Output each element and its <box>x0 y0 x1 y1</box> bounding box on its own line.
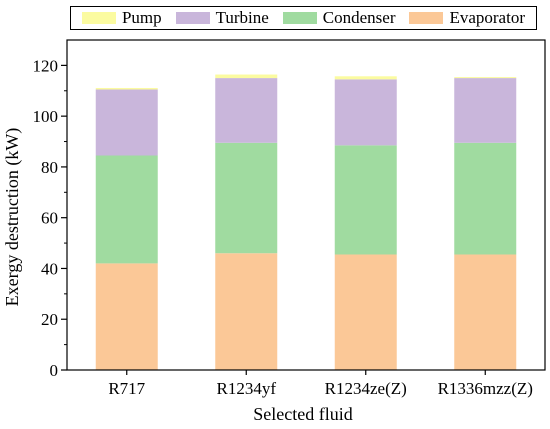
bar-evaporator-1 <box>215 253 278 370</box>
legend-swatch <box>409 12 444 24</box>
bar-pump-2 <box>334 76 397 80</box>
bar-turbine-0 <box>95 89 158 156</box>
bar-condenser-2 <box>334 145 397 255</box>
y-tick-label: 0 <box>50 361 59 380</box>
y-tick-label: 20 <box>41 310 58 329</box>
axes-group: 0 20 40 60 80 100 120 R717 R1234yf R1234ze(Z) R133… <box>33 39 546 398</box>
bar-condenser-1 <box>215 142 278 254</box>
legend-swatch <box>175 12 210 24</box>
bar-evaporator-0 <box>95 263 158 370</box>
plot-frame <box>66 39 546 371</box>
y-tick-label: 80 <box>41 158 58 177</box>
bar-turbine-1 <box>215 78 278 143</box>
bar-pump-1 <box>215 74 278 79</box>
bar-turbine-3 <box>454 78 517 143</box>
bars-group <box>95 74 517 370</box>
bar-condenser-0 <box>95 155 158 264</box>
chart-legend: Pump Turbine Condenser Evaporator <box>70 6 537 30</box>
bar-evaporator-2 <box>334 254 397 370</box>
x-tick-label: R1234yf <box>217 379 277 398</box>
bar-pump-0 <box>95 87 158 90</box>
legend-label: Condenser <box>322 8 396 27</box>
y-axis-label: Exergy destruction (kW) <box>2 128 23 307</box>
y-tick-label: 120 <box>33 56 59 75</box>
bar-pump-3 <box>454 77 517 79</box>
legend-swatch <box>282 12 317 24</box>
x-tick-label: R1336mzz(Z) <box>438 379 533 398</box>
x-tick-label: R717 <box>108 379 145 398</box>
x-axis-label: Selected fluid <box>253 404 352 424</box>
x-tick-label: R1234ze(Z) <box>325 379 407 398</box>
legend-label: Evaporator <box>449 8 525 27</box>
legend-swatch <box>81 12 116 24</box>
bar-turbine-2 <box>334 79 397 146</box>
bar-condenser-3 <box>454 142 517 255</box>
legend-label: Pump <box>121 8 162 27</box>
legend-item-turbine: Turbine <box>175 8 269 28</box>
y-tick-label: 100 <box>33 107 59 126</box>
bar-evaporator-3 <box>454 254 517 370</box>
y-tick-label: 60 <box>41 209 58 228</box>
legend-item-condenser: Condenser <box>282 8 396 28</box>
legend-label: Turbine <box>215 8 269 27</box>
legend-item-evaporator: Evaporator <box>409 8 525 28</box>
y-tick-label: 40 <box>41 259 58 278</box>
legend-item-pump: Pump <box>81 8 162 28</box>
